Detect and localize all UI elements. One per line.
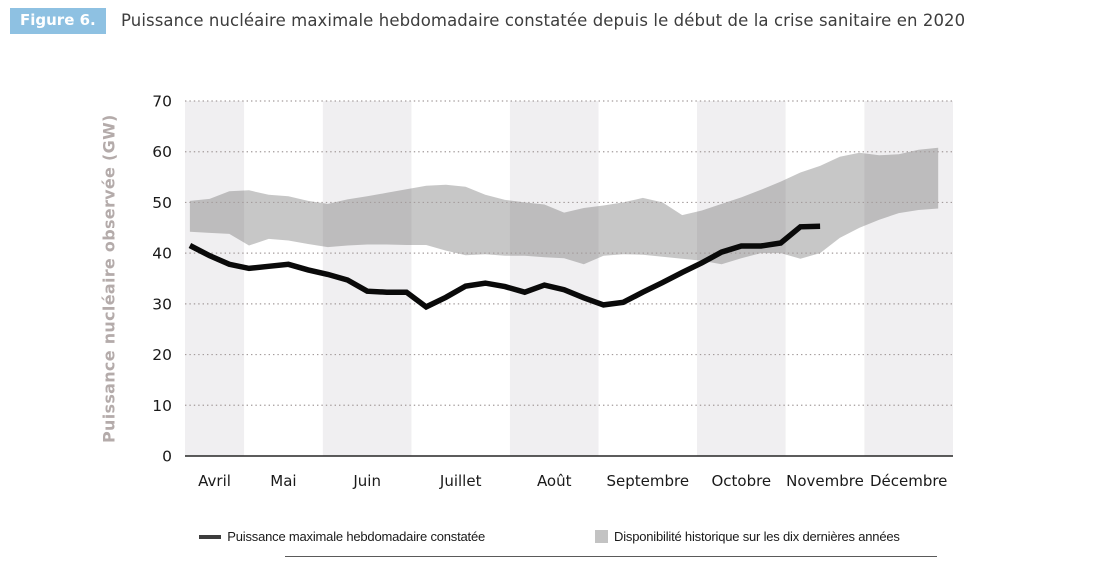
line-series-swatch-icon [199,534,222,539]
y-tick-label: 70 [152,93,172,111]
y-tick-label: 60 [152,143,172,161]
figure-badge: Figure 6. [10,8,106,34]
x-month-label: Mai [270,472,296,490]
x-month-label: Décembre [870,472,947,490]
x-month-label: Octobre [711,472,771,490]
month-stripe [697,101,786,456]
x-month-label: Septembre [606,472,689,490]
x-month-label: Juin [352,472,381,490]
legend-item-observed-line: Puissance maximale hebdomadaire constaté… [199,529,485,544]
y-tick-label: 10 [152,397,172,415]
observed-power-line [188,223,821,311]
page-title: Puissance nucléaire maximale hebdomadair… [121,11,966,30]
month-stripe [864,101,953,456]
month-stripe [509,101,599,456]
legend-label-observed: Puissance maximale hebdomadaire constaté… [227,529,486,544]
availability-band [189,147,939,265]
x-month-label: Juillet [439,472,482,490]
x-month-label: Novembre [786,472,864,490]
legend-divider [285,556,937,557]
legend-item-availability-band: Disponibilité historique sur les dix der… [595,529,900,544]
legend-label-availability: Disponibilité historique sur les dix der… [614,529,900,544]
month-stripe [185,101,245,456]
y-tick-label: 20 [152,346,172,364]
band-series-swatch-icon [595,530,609,543]
x-month-label: Août [537,472,572,490]
legend: Puissance maximale hebdomadaire constaté… [0,529,1099,544]
y-tick-label: 0 [162,448,172,466]
header: Figure 6. Puissance nucléaire maximale h… [0,0,1099,40]
y-tick-label: 50 [152,194,172,212]
y-tick-label: 40 [152,245,172,263]
x-month-label: Avril [198,472,231,490]
y-tick-label: 30 [152,295,172,313]
